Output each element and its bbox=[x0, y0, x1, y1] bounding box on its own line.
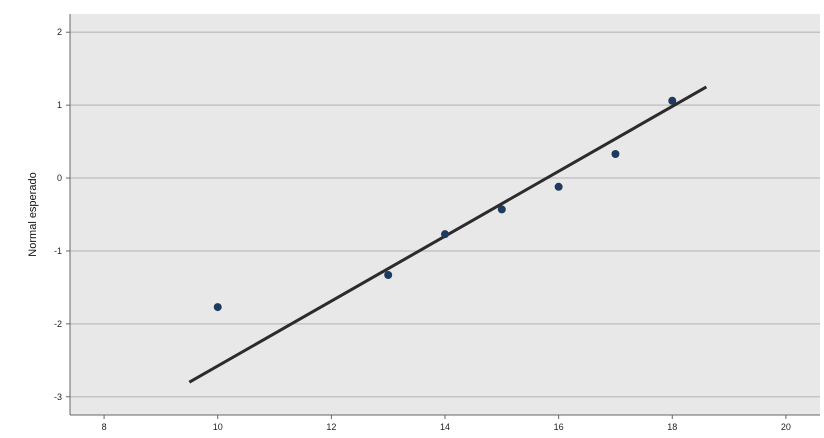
x-tick-label: 18 bbox=[667, 422, 677, 432]
x-tick-label: 8 bbox=[102, 422, 107, 432]
y-tick-label: 2 bbox=[57, 27, 62, 37]
x-tick-label: 10 bbox=[213, 422, 223, 432]
plot-area bbox=[70, 14, 820, 415]
y-tick-label: -3 bbox=[54, 392, 62, 402]
data-point bbox=[384, 271, 393, 280]
data-point bbox=[213, 303, 222, 312]
data-point bbox=[441, 230, 449, 239]
x-tick-label: 16 bbox=[554, 422, 564, 432]
data-points bbox=[213, 96, 677, 312]
y-axis-label: Normal esperado bbox=[27, 172, 39, 256]
y-tick-label: 0 bbox=[57, 173, 62, 183]
data-point bbox=[497, 205, 506, 214]
gridlines bbox=[70, 31, 820, 398]
x-tick-label: 14 bbox=[440, 422, 450, 432]
y-tick-label: 1 bbox=[57, 100, 62, 110]
y-tick-label: -2 bbox=[54, 319, 62, 329]
y-tick-labels: -3 -2 -1 0 1 2 bbox=[54, 27, 70, 402]
data-point bbox=[668, 96, 677, 105]
data-point bbox=[611, 149, 620, 158]
x-tick-label: 20 bbox=[781, 422, 791, 432]
x-tick-labels: 8 10 12 14 16 18 20 bbox=[102, 415, 791, 432]
x-tick-label: 12 bbox=[326, 422, 336, 432]
data-point bbox=[554, 182, 563, 191]
y-tick-label: -1 bbox=[54, 246, 62, 256]
